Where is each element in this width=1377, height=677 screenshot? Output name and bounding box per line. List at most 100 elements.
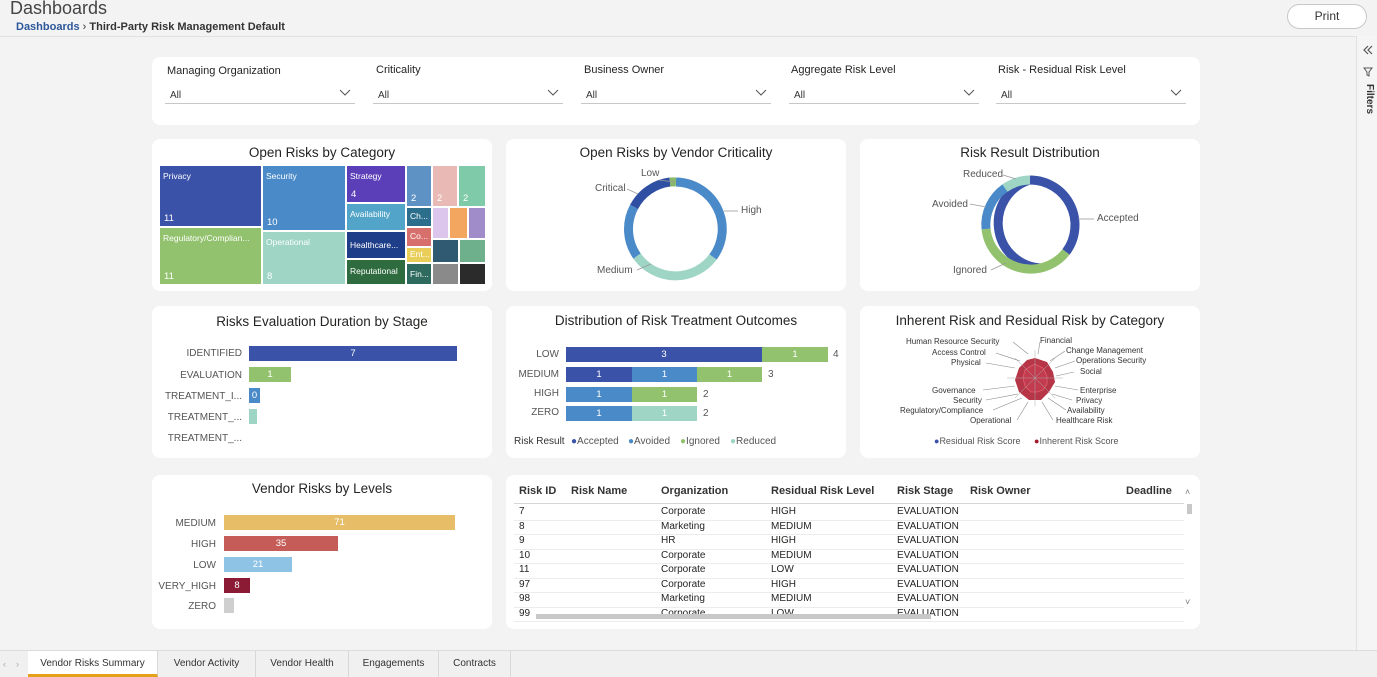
col-risk-stage[interactable]: Risk Stage [897,485,954,497]
treemap-tile-strategy[interactable]: Strategy 4 [347,166,405,202]
card-title: Open Risks by Vendor Criticality [579,145,773,160]
criticality-dropdown[interactable]: All [373,84,563,104]
col-residual-risk-level[interactable]: Residual Risk Level [771,485,875,497]
vendor-criticality-donut[interactable] [506,139,846,291]
treemap-tile-small[interactable]: 2 [433,166,457,206]
bar-low-ignored[interactable]: 1 [762,347,828,362]
table-cell: Marketing [661,593,705,604]
legend-residual[interactable]: ●Residual Risk Score [934,436,1021,446]
bar-treatment-i[interactable]: 0 [249,388,260,403]
treemap-tile-co[interactable]: Co... [407,228,431,246]
col-risk-id[interactable]: Risk ID [519,485,557,497]
treemap-tile-privacy[interactable]: Privacy 11 [160,166,261,226]
table-row[interactable]: 9 HR HIGH EVALUATION [506,535,1184,550]
residual-risk-dropdown[interactable]: All [996,84,1186,104]
tab-vendor-health[interactable]: Vendor Health [256,651,349,677]
bar-value: 1 [661,369,668,380]
managing-org-dropdown[interactable]: All [165,84,355,104]
filters-label[interactable]: Filters [1364,84,1375,115]
donut-slice-medium [633,253,717,281]
bar-very-high[interactable]: 8 [224,578,250,593]
tab-vendor-risks-summary[interactable]: Vendor Risks Summary [28,651,158,677]
risk-treatment-outcomes-card: Distribution of Risk Treatment Outcomes … [506,306,846,458]
treemap-tile-fin[interactable]: Fin... [407,264,431,284]
treemap-tile-small[interactable] [433,264,458,284]
bar-medium-ignored[interactable]: 1 [697,367,762,382]
radar-chart[interactable] [860,306,1200,458]
table-row[interactable]: 8 Marketing MEDIUM EVALUATION [506,521,1184,535]
horizontal-scrollbar[interactable] [526,614,1176,620]
bar-high-ignored[interactable]: 1 [632,387,697,402]
treemap-tile-small[interactable] [469,208,485,238]
collapse-chevrons-icon[interactable] [1362,44,1374,56]
bar-category: MEDIUM [175,518,216,529]
treemap-tile-small[interactable]: 2 [407,166,431,206]
legend-ignored[interactable]: ●Ignored [680,436,720,447]
treemap-tile-ent[interactable]: Ent... [407,248,431,262]
table-cell: Corporate [661,607,706,619]
tab-prev-icon[interactable]: ‹ [3,659,6,669]
bar-treatment-2[interactable] [249,409,257,424]
legend-reduced[interactable]: ●Reduced [730,436,777,447]
col-deadline[interactable]: Deadline [1126,485,1172,497]
legend-inherent[interactable]: ●Inherent Risk Score [1034,436,1119,446]
scroll-down-icon[interactable]: ˅ [1185,597,1191,607]
bar-value: 3 [661,349,667,360]
col-organization[interactable]: Organization [661,485,729,497]
treemap-tile-availability[interactable]: Availability [347,204,405,230]
legend-label: Avoided [634,436,671,447]
scroll-thumb-h[interactable] [536,614,931,619]
scroll-thumb[interactable] [1187,504,1192,514]
treemap-tile-ch[interactable]: Ch... [407,208,431,226]
treemap-tile-small[interactable]: 2 [459,166,485,206]
bar-identified[interactable]: 7 [249,346,457,361]
row-divider [514,621,1184,622]
dropdown-value: All [794,90,806,101]
filters-pane[interactable] [1356,36,1377,650]
treemap-tile-small[interactable] [433,208,448,238]
dropdown-value: All [586,90,598,101]
treemap-tile-operational[interactable]: Operational 8 [263,232,345,284]
bar-medium[interactable]: 71 [224,515,455,530]
treemap-tile-healthcare[interactable]: Healthcare... [347,232,405,258]
table-row[interactable]: 99 Corporate LOW EVALUATION [506,607,1184,622]
bar-zero-avoided[interactable]: 1 [566,406,632,421]
dropdown-value: All [1001,90,1013,101]
scroll-up-icon[interactable]: ˄ [1185,487,1191,497]
treemap-tile-security[interactable]: Security 10 [263,166,345,230]
treemap-tile-reputational[interactable]: Reputational [347,260,405,284]
business-owner-dropdown[interactable]: All [581,84,771,104]
treemap-tile-regulatory[interactable]: Regulatory/Complian... 11 [160,228,261,284]
bar-medium-accepted[interactable]: 1 [566,367,632,382]
aggregate-risk-dropdown[interactable]: All [789,84,979,104]
table-row[interactable]: 10 Corporate MEDIUM EVALUATION [506,550,1184,564]
tab-contracts[interactable]: Contracts [439,651,511,677]
tab-vendor-activity[interactable]: Vendor Activity [158,651,256,677]
bar-evaluation[interactable]: 1 [249,367,291,382]
table-row[interactable]: 98 Marketing MEDIUM EVALUATION [506,593,1184,608]
legend-accepted[interactable]: ●Accepted [571,436,619,447]
treemap-tile-small[interactable] [460,240,485,262]
legend-avoided[interactable]: ●Avoided [628,436,671,447]
treemap-tile-small[interactable] [450,208,467,238]
bar-medium-avoided[interactable]: 1 [632,367,697,382]
vertical-scrollbar[interactable]: ˄ ˅ [1185,487,1195,611]
col-risk-owner[interactable]: Risk Owner [970,485,1031,497]
bar-low[interactable]: 21 [224,557,292,572]
bar-zero-reduced[interactable]: 1 [632,406,697,421]
treemap-tile-small[interactable] [433,240,458,262]
print-button[interactable]: Print [1287,4,1367,29]
bar-low-accepted[interactable]: 3 [566,347,762,362]
tab-engagements[interactable]: Engagements [349,651,439,677]
table-row[interactable]: 11 Corporate LOW EVALUATION [506,564,1184,579]
tab-next-icon[interactable]: › [16,659,19,669]
bar-high[interactable]: 35 [224,536,338,551]
col-risk-name[interactable]: Risk Name [571,485,628,497]
risk-result-donut[interactable] [860,139,1200,291]
bar-zero[interactable] [224,598,234,613]
breadcrumb-link[interactable]: Dashboards [16,21,80,33]
bar-high-avoided[interactable]: 1 [566,387,632,402]
table-row[interactable]: 97 Corporate HIGH EVALUATION [506,579,1184,593]
treemap-tile-small[interactable] [460,264,485,284]
table-row[interactable]: 7 Corporate HIGH EVALUATION [506,506,1184,521]
